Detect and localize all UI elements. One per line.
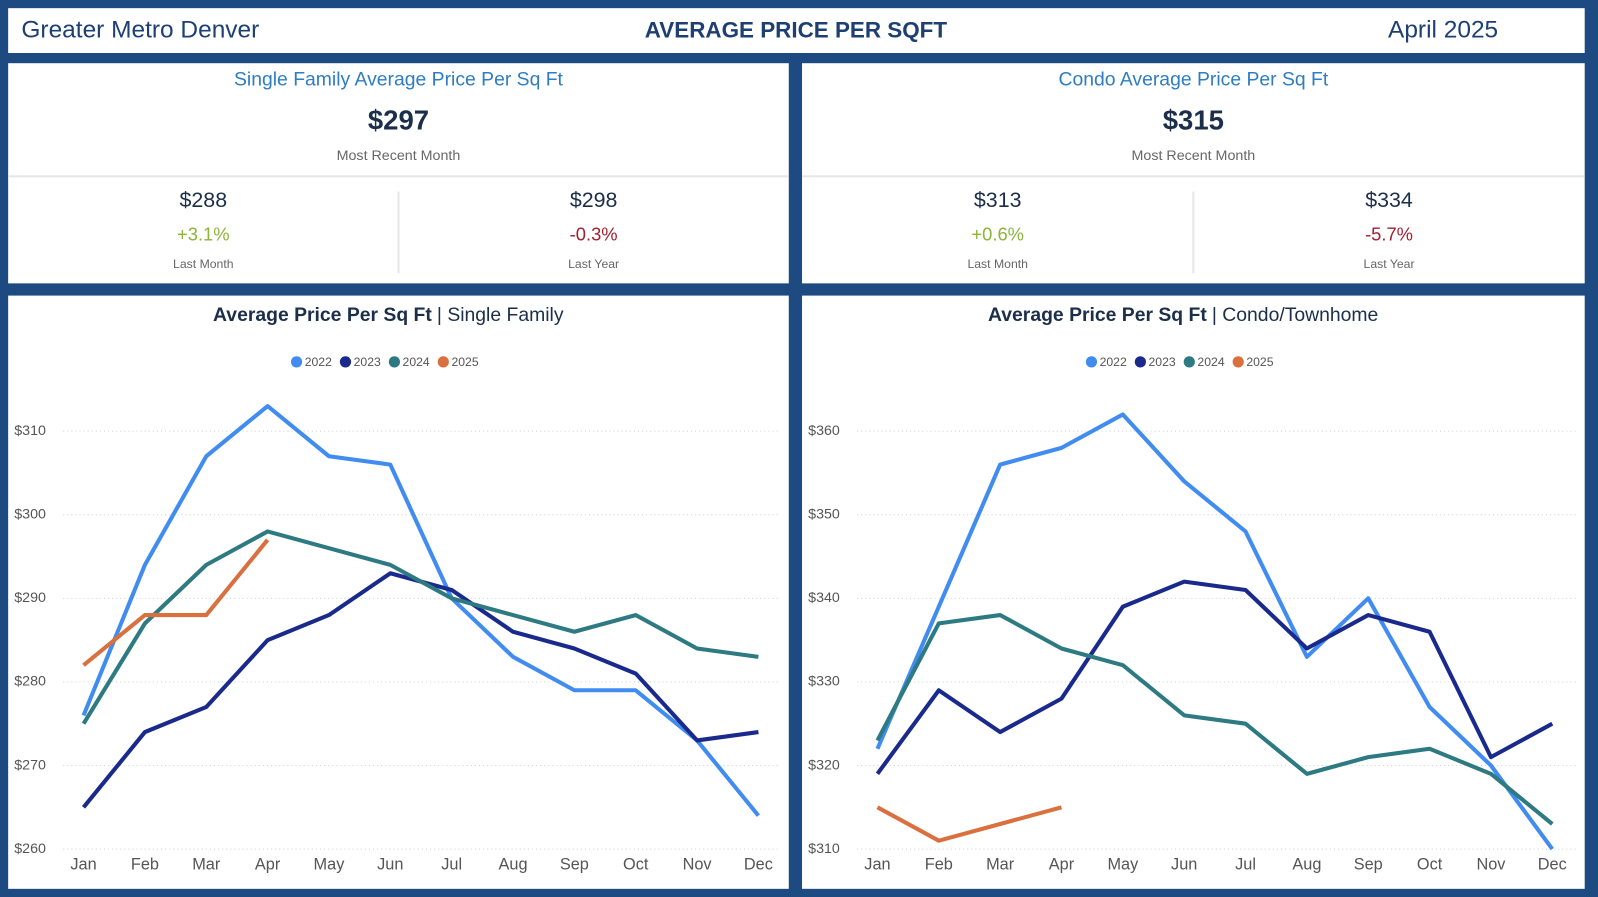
x-tick-label: Oct: [1417, 856, 1443, 874]
legend-marker: [1183, 356, 1195, 368]
legend-label: 2022: [305, 355, 332, 369]
divider: [8, 175, 789, 178]
title-main: Average Price Per Sq Ft: [213, 304, 432, 326]
legend-marker: [339, 356, 352, 368]
chart-title: Average Price Per Sq Ft | Condo/Townhome: [988, 304, 1378, 326]
x-tick-label: Jul: [1235, 856, 1256, 874]
dashboard-title: AVERAGE PRICE PER SQFT: [644, 17, 948, 43]
card-title: Condo Average Price Per Sq Ft: [1058, 69, 1329, 91]
divider: [802, 175, 1585, 178]
header: Greater Metro Denver AVERAGE PRICE PER S…: [8, 8, 1585, 54]
legend-label: 2022: [1100, 355, 1127, 369]
y-tick-label: $330: [808, 674, 840, 690]
legend-label: 2024: [403, 355, 430, 369]
x-tick-label: Dec: [1538, 856, 1567, 874]
series-line: [81, 404, 760, 817]
card-caption: Most Recent Month: [336, 146, 461, 164]
x-tick-label: May: [1107, 856, 1139, 874]
card-title: Single Family Average Price Per Sq Ft: [233, 69, 563, 91]
legend-label: 2023: [354, 355, 381, 369]
y-tick-label: $360: [808, 423, 840, 439]
y-tick-label: $310: [14, 423, 46, 439]
kpi-card: Single Family Average Price Per Sq Ft $29…: [8, 63, 789, 284]
x-tick-label: Aug: [499, 856, 528, 874]
comparison-change: +0.6%: [971, 224, 1024, 245]
series-line: [81, 529, 759, 725]
comparison-value: $313: [973, 188, 1022, 213]
comparison-label: Last Month: [173, 256, 234, 272]
series-line: [875, 579, 1554, 776]
legend-label: 2025: [1246, 355, 1273, 369]
x-tick-label: Sep: [1354, 856, 1383, 874]
series-line: [875, 412, 1554, 851]
series-line: [82, 538, 270, 667]
line-chart: Average Price Per Sq Ft | Single Family 20…: [8, 295, 789, 889]
legend-label: 2025: [451, 355, 478, 369]
x-tick-label: Apr: [255, 856, 281, 874]
legend-marker: [388, 356, 400, 368]
x-tick-label: Sep: [560, 856, 589, 874]
legend-marker: [1134, 356, 1146, 368]
x-tick-label: Jul: [441, 856, 462, 874]
divider: [1192, 191, 1195, 274]
x-tick-label: Nov: [1476, 856, 1506, 874]
x-tick-label: Feb: [925, 856, 953, 874]
comparison-value: $334: [1365, 188, 1413, 213]
x-tick-label: Apr: [1049, 856, 1075, 874]
card-value: $315: [1162, 104, 1224, 136]
region: Greater Metro Denver: [21, 16, 260, 44]
chart-title: Average Price Per Sq Ft | Single Family: [213, 304, 564, 326]
x-tick-label: Dec: [744, 856, 773, 874]
legend-marker: [437, 356, 449, 368]
y-tick-label: $350: [808, 507, 840, 523]
comparison-value: $288: [179, 188, 228, 213]
x-tick-label: Jan: [70, 856, 96, 874]
y-tick-label: $290: [14, 590, 46, 606]
legend-marker: [1232, 356, 1244, 368]
comparison-value: $298: [569, 188, 618, 213]
y-tick-label: $270: [14, 757, 46, 773]
x-tick-label: Jan: [864, 856, 890, 874]
x-tick-label: Jun: [377, 856, 403, 874]
x-tick-label: Aug: [1292, 856, 1321, 874]
title-sub: | Single Family: [437, 304, 564, 326]
x-tick-label: May: [314, 856, 346, 874]
series-line: [81, 571, 759, 809]
comparison-label: Last Year: [1363, 256, 1415, 272]
comparison-label: Last Year: [568, 256, 620, 272]
divider: [397, 191, 400, 274]
x-tick-label: Jun: [1171, 856, 1197, 874]
y-tick-label: $320: [808, 757, 840, 773]
y-tick-label: $310: [808, 841, 840, 857]
y-tick-label: $340: [808, 590, 840, 606]
x-tick-label: Feb: [131, 856, 159, 874]
legend-label: 2024: [1197, 355, 1224, 369]
x-tick-label: Mar: [986, 856, 1015, 874]
period: April 2025: [1388, 16, 1499, 44]
y-tick-label: $260: [14, 841, 46, 857]
legend-marker: [1085, 356, 1098, 368]
comparison-change: +3.1%: [177, 224, 230, 245]
x-tick-label: Mar: [192, 856, 221, 874]
card-value: $297: [367, 104, 430, 136]
series-line: [876, 805, 1063, 843]
legend-marker: [290, 356, 303, 368]
line-chart: Average Price Per Sq Ft | Condo/Townhome 2…: [802, 295, 1585, 889]
title-sub: | Condo/Townhome: [1212, 304, 1378, 326]
comparison-change: -0.3%: [569, 224, 618, 245]
card-caption: Most Recent Month: [1131, 146, 1256, 164]
kpi-card: Condo Average Price Per Sq Ft $315 Most Re…: [802, 63, 1585, 284]
x-tick-label: Nov: [683, 856, 713, 874]
x-tick-label: Oct: [623, 856, 649, 874]
legend-label: 2023: [1149, 355, 1176, 369]
y-tick-label: $280: [14, 674, 46, 690]
comparison-label: Last Month: [967, 256, 1028, 272]
y-tick-label: $300: [14, 507, 46, 523]
series-line: [875, 613, 1554, 826]
title-main: Average Price Per Sq Ft: [988, 304, 1207, 326]
comparison-change: -5.7%: [1365, 224, 1413, 245]
